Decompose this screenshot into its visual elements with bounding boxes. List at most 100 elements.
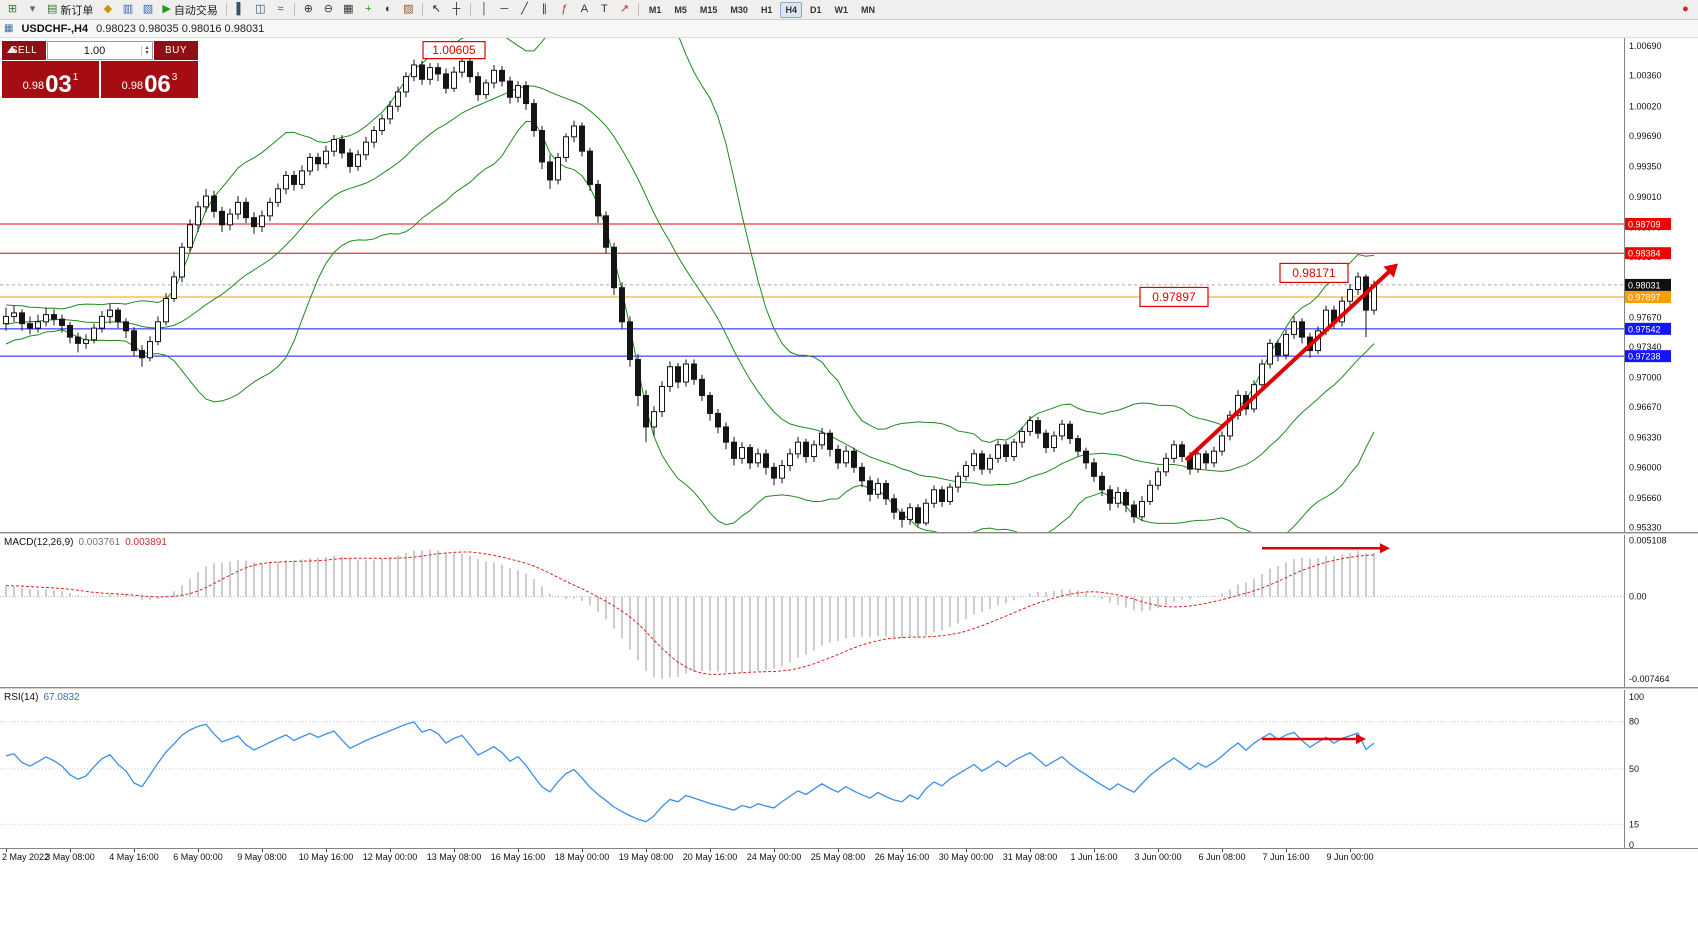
text-label-button[interactable]: T bbox=[595, 1, 614, 18]
time-axis-tick bbox=[1158, 849, 1159, 852]
price-axis-label: 0.97340 bbox=[1629, 342, 1662, 352]
timeframe-m5-button[interactable]: M5 bbox=[674, 4, 687, 15]
profiles-button[interactable]: ▾ bbox=[23, 1, 42, 18]
buy-button[interactable]: BUY bbox=[154, 41, 198, 60]
panel-divider[interactable] bbox=[0, 687, 1698, 690]
rsi-axis-label: 100 bbox=[1629, 692, 1644, 702]
time-axis-tick bbox=[1222, 849, 1223, 852]
equidistant-channel-button[interactable]: ∥ bbox=[535, 1, 554, 18]
periods-button[interactable]: ◐ bbox=[379, 1, 398, 18]
spinner-down-icon[interactable]: ▾ bbox=[145, 49, 149, 56]
autotrading-button[interactable]: ▶ 自动交易 bbox=[158, 1, 221, 18]
panel-divider[interactable] bbox=[0, 532, 1698, 535]
timeframe-m1-button[interactable]: M1 bbox=[648, 4, 662, 15]
bollinger-bands bbox=[5, 38, 1375, 532]
timeframe-m15-button[interactable]: M15 bbox=[699, 4, 718, 15]
crosshair-button[interactable]: ┼ bbox=[447, 1, 466, 18]
text-button[interactable]: A bbox=[575, 1, 594, 18]
tile-windows-button[interactable]: ▦ bbox=[339, 1, 358, 18]
spinner-up-icon[interactable]: ▴ bbox=[145, 44, 149, 51]
annotation-box[interactable] bbox=[1279, 262, 1349, 283]
market-watch-button[interactable]: ▥ bbox=[118, 1, 137, 18]
toolbar-separator bbox=[469, 3, 471, 16]
price-axis-label: 0.95660 bbox=[1629, 493, 1662, 503]
vertical-line-button[interactable]: │ bbox=[475, 1, 494, 18]
time-axis-label: 24 May 00:00 bbox=[746, 852, 802, 862]
candlestick-chart-button[interactable]: ◫ bbox=[251, 1, 270, 18]
profiles-icon: ▾ bbox=[29, 3, 36, 15]
rsi-axis[interactable]: 100 80 50 15 0 bbox=[1624, 690, 1698, 848]
price-axis-label: 0.97000 bbox=[1629, 373, 1662, 383]
chart-ohlc-quotes: 0.98023 0.98035 0.98016 0.98031 bbox=[96, 22, 265, 35]
price-axis-label: 0.97670 bbox=[1629, 312, 1662, 322]
new-order-button[interactable]: ▤ 新订单 bbox=[43, 1, 97, 18]
annotation-text: 0.97897 bbox=[1152, 290, 1196, 304]
macd-label: MACD(12,26,9) 0.003761 0.003891 bbox=[4, 537, 167, 548]
sell-button[interactable]: SELL bbox=[2, 41, 46, 60]
oct-collapse-icon[interactable] bbox=[7, 46, 17, 53]
buy-price-button[interactable]: 0.98 06 3 bbox=[101, 61, 198, 98]
time-axis-label: 3 Jun 00:00 bbox=[1134, 852, 1182, 862]
horizontal-line-button[interactable]: ─ bbox=[495, 1, 514, 18]
timeframe-m30-button[interactable]: M30 bbox=[730, 4, 748, 15]
notification-badge-icon[interactable]: ● bbox=[1676, 1, 1695, 18]
time-axis[interactable]: 2 May 2022 3 May 08:00 4 May 16:00 6 May 00… bbox=[0, 848, 1698, 864]
rsi-name: RSI(14) bbox=[4, 692, 39, 703]
zoom-out-button[interactable]: ⊖ bbox=[319, 1, 338, 18]
crosshair-icon: ┼ bbox=[452, 3, 461, 15]
timeframe-d1-button[interactable]: D1 bbox=[809, 4, 822, 15]
line-chart-button[interactable]: ≈ bbox=[271, 1, 290, 18]
bid-price-big: 03 bbox=[45, 70, 72, 98]
trend-arrow[interactable] bbox=[1184, 263, 1398, 462]
timeframe-w1-button[interactable]: W1 bbox=[834, 4, 848, 15]
bar-chart-button[interactable]: ▌ bbox=[231, 1, 250, 18]
ask-price-small: 0.98 bbox=[121, 80, 144, 92]
time-axis-tick bbox=[390, 849, 391, 852]
main-chart-plot[interactable]: SELL 1.00 ▴ ▾ BUY 0.98 03 1 0.98 06 3 1.006 bbox=[0, 38, 1624, 532]
fibonacci-button[interactable]: ƒ bbox=[555, 1, 574, 18]
annotation-box[interactable] bbox=[422, 41, 486, 60]
macd-value-main: 0.003761 bbox=[78, 537, 121, 548]
price-axis-label: 0.95330 bbox=[1629, 523, 1662, 532]
macd-axis-label: -0.007464 bbox=[1629, 674, 1670, 684]
templates-icon: ▨ bbox=[403, 3, 414, 15]
metaeditor-button[interactable]: ◆ bbox=[98, 1, 117, 18]
price-tag: 0.98031 bbox=[1625, 278, 1671, 291]
macd-panel[interactable]: MACD(12,26,9) 0.003761 0.003891 bbox=[0, 535, 1624, 687]
bar-chart-icon: ▌ bbox=[236, 3, 245, 15]
navigator-button[interactable]: ▧ bbox=[138, 1, 157, 18]
rsi-axis-label: 80 bbox=[1629, 717, 1639, 727]
rsi-arrow[interactable] bbox=[1262, 733, 1366, 744]
new-chart-button[interactable]: ⊞ bbox=[3, 1, 22, 18]
time-axis-label: 20 May 16:00 bbox=[682, 852, 738, 862]
trendline-button[interactable]: ╱ bbox=[515, 1, 534, 18]
sell-price-button[interactable]: 0.98 03 1 bbox=[2, 61, 99, 98]
svg-text:0.97897: 0.97897 bbox=[1628, 292, 1661, 302]
rsi-canvas[interactable] bbox=[0, 690, 1624, 848]
timeframe-h4-button[interactable]: H4 bbox=[780, 1, 802, 18]
main-chart-canvas[interactable]: 1.00605 0.97897 0.98171 bbox=[0, 38, 1624, 532]
macd-axis[interactable]: 0.005108 0.00 -0.007464 bbox=[1624, 535, 1698, 687]
time-axis-tick bbox=[966, 849, 967, 852]
time-axis-label: 31 May 08:00 bbox=[1002, 852, 1058, 862]
indicators-button[interactable]: + bbox=[359, 1, 378, 18]
zoom-in-button[interactable]: ⊕ bbox=[299, 1, 318, 18]
time-axis-label: 1 Jun 16:00 bbox=[1070, 852, 1118, 862]
time-axis-label: 4 May 16:00 bbox=[109, 852, 159, 862]
rsi-panel[interactable]: RSI(14) 67.0832 bbox=[0, 690, 1624, 848]
timeframe-h1-button[interactable]: H1 bbox=[760, 4, 773, 15]
timeframe-mn-button[interactable]: MN bbox=[860, 4, 875, 15]
volume-spinner[interactable]: ▴ ▾ bbox=[141, 44, 152, 56]
time-axis-label: 30 May 00:00 bbox=[938, 852, 994, 862]
macd-arrow[interactable] bbox=[1262, 543, 1390, 554]
volume-field[interactable]: 1.00 ▴ ▾ bbox=[47, 41, 153, 60]
macd-canvas[interactable] bbox=[0, 535, 1624, 687]
arrows-button[interactable]: ↗ bbox=[615, 1, 634, 18]
price-axis[interactable]: 1.00690 1.00360 1.00020 0.99690 0.99350 0.990… bbox=[1624, 38, 1698, 532]
new-chart-icon: ⊞ bbox=[7, 3, 18, 15]
templates-button[interactable]: ▨ bbox=[399, 1, 418, 18]
time-axis-label: 19 May 08:00 bbox=[618, 852, 674, 862]
cursor-button[interactable]: ↖ bbox=[427, 1, 446, 18]
annotation-box[interactable] bbox=[1139, 286, 1209, 308]
macd-name: MACD(12,26,9) bbox=[4, 537, 74, 548]
